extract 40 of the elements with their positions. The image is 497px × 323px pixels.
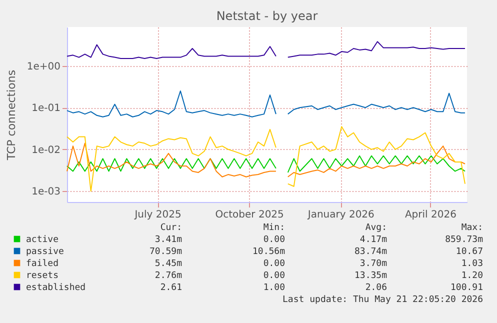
legend-label: active (26, 235, 59, 245)
text: 2.61 (160, 283, 182, 293)
x-tick-label: July 2025 (134, 210, 182, 220)
x-tick-label: October 2025 (215, 210, 284, 220)
text: 13.35m (354, 271, 387, 281)
text: 10.56m (252, 247, 285, 257)
text: 3.70m (360, 259, 387, 269)
text: 0.00 (263, 235, 285, 245)
text: Avg: (365, 223, 387, 233)
text: 0.00 (263, 259, 285, 269)
text: 3.41m (154, 235, 182, 245)
text: 1.00 (263, 283, 285, 293)
text: 1.20 (461, 271, 483, 281)
text: 1.03 (461, 259, 483, 269)
x-tick-label: April 2026 (404, 210, 456, 220)
text: 10.67 (456, 247, 483, 257)
text: 0.00 (263, 271, 285, 281)
text: Min: (263, 223, 285, 233)
text: 70.59m (149, 247, 182, 257)
text: 2.76m (154, 271, 182, 281)
x-tick-label: January 2026 (306, 210, 374, 220)
legend-label: failed (26, 259, 59, 269)
text: Cur: (160, 223, 182, 233)
y-tick-label: 1e+00 (26, 61, 60, 72)
legend-label: resets (26, 271, 59, 281)
text: 83.74m (354, 247, 387, 257)
y-tick-label: 1e-01 (32, 103, 60, 114)
legend-label: passive (26, 247, 64, 257)
y-axis-title: TCP connections (4, 70, 18, 162)
y-tick-label: 1e-02 (32, 144, 60, 156)
text: Last update: Thu May 21 22:05:20 2026 (282, 295, 483, 305)
text: 4.17m (360, 235, 387, 245)
text: 5.45m (154, 259, 182, 269)
text: 100.91 (450, 283, 483, 293)
text: 859.73m (445, 235, 483, 245)
legend-label: established (26, 283, 86, 293)
y-tick-label: 1e-03 (32, 186, 60, 198)
text: Max: (461, 223, 483, 233)
chart-title: Netstat - by year (216, 9, 318, 23)
text: 2.06 (365, 283, 387, 293)
